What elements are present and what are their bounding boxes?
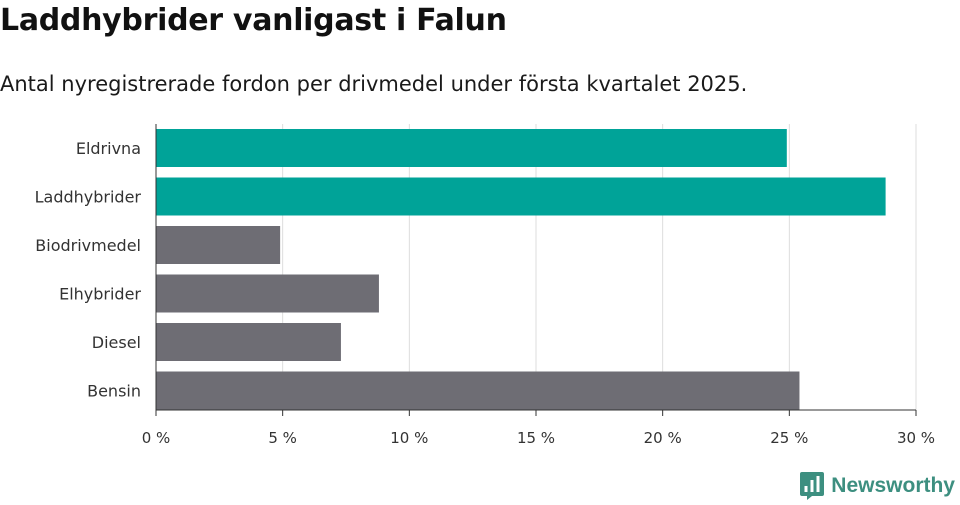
- gridlines: [282, 124, 917, 410]
- x-tick-label: 25 %: [770, 429, 808, 447]
- chart-title: Laddhybrider vanligast i Falun: [0, 3, 507, 38]
- category-label: Laddhybrider: [35, 188, 142, 207]
- brand: Newsworthy: [799, 471, 955, 501]
- x-tick-label: 30 %: [897, 429, 935, 447]
- chart-subtitle: Antal nyregistrerade fordon per drivmede…: [0, 72, 748, 96]
- bars: [156, 129, 886, 410]
- newsworthy-logo-icon: [800, 472, 825, 500]
- bar: [156, 371, 800, 410]
- category-label: Diesel: [92, 333, 141, 352]
- bar: [156, 177, 886, 216]
- category-label: Biodrivmedel: [35, 236, 141, 255]
- bar-chart: Eldrivna Laddhybrider Biodrivmedel Elhybrid…: [35, 124, 935, 447]
- bar: [156, 226, 281, 264]
- category-label: Bensin: [87, 382, 141, 401]
- bar: [156, 129, 787, 167]
- x-axis: 0 % 5 % 10 % 15 % 20 % 25 % 30 %: [142, 124, 935, 447]
- x-tick-label: 10 %: [390, 429, 428, 447]
- x-tick-label: 5 %: [268, 429, 297, 447]
- bar: [156, 323, 341, 361]
- x-tick-label: 20 %: [644, 429, 682, 447]
- x-tick-label: 15 %: [517, 429, 555, 447]
- brand-name: Newsworthy: [831, 474, 955, 497]
- category-labels: Eldrivna Laddhybrider Biodrivmedel Elhybrid…: [35, 139, 142, 401]
- category-label: Elhybrider: [59, 285, 141, 304]
- bar: [156, 274, 379, 313]
- category-label: Eldrivna: [76, 139, 141, 158]
- x-tick-label: 0 %: [142, 429, 171, 447]
